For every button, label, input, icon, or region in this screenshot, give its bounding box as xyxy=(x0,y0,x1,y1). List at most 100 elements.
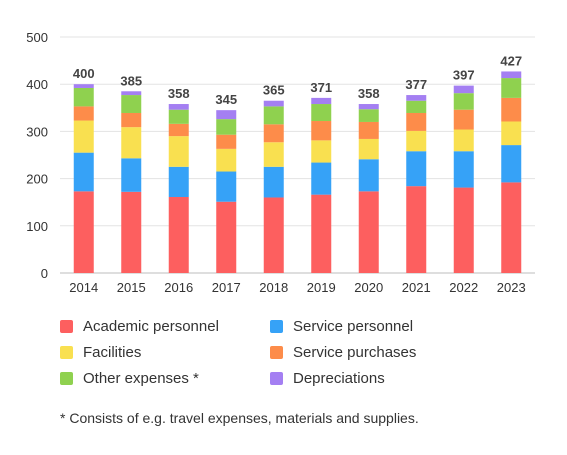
bar-segment xyxy=(358,191,379,273)
bar-segment xyxy=(406,130,427,152)
bars xyxy=(73,71,522,273)
bar-segment xyxy=(453,187,474,273)
legend-swatch xyxy=(270,346,283,359)
bar-segment xyxy=(358,109,379,122)
bar-segment xyxy=(168,109,189,124)
y-tick-label: 500 xyxy=(26,30,48,45)
bar-segment xyxy=(406,151,427,187)
bar-segment xyxy=(501,78,522,98)
total-label: 400 xyxy=(73,66,95,81)
y-tick-label: 100 xyxy=(26,219,48,234)
bar-segment xyxy=(168,197,189,273)
bar-segment xyxy=(216,171,237,202)
bar-segment xyxy=(216,148,237,172)
bar-segment xyxy=(453,109,474,130)
total-label: 371 xyxy=(310,80,332,95)
bar-segment xyxy=(406,100,427,113)
bar-segment xyxy=(358,104,379,110)
legend-label: Depreciations xyxy=(293,370,385,387)
bar-segment xyxy=(453,151,474,188)
bar-segment xyxy=(168,136,189,167)
stacked-bar-chart: 0 100 200 300 400 500 400 385 358 345 365 371 358 37… xyxy=(26,30,535,295)
bar-segment xyxy=(121,112,142,128)
bar-segment xyxy=(73,191,94,273)
x-axis-tick-labels: 2014 2015 2016 2017 2018 2019 2020 2021 2022 2023 xyxy=(69,280,525,295)
legend-label: Academic personnel xyxy=(83,318,219,335)
total-label: 345 xyxy=(215,92,237,107)
x-tick-label: 2017 xyxy=(212,280,241,295)
bar-segment xyxy=(406,95,427,101)
legend-label: Service purchases xyxy=(293,344,417,361)
bar-segment xyxy=(311,104,332,122)
total-label: 427 xyxy=(500,53,522,68)
legend-label: Service personnel xyxy=(293,318,414,335)
legend-swatch xyxy=(270,320,283,333)
bar-segment xyxy=(501,145,522,183)
total-labels: 400 385 358 345 365 371 358 377 397 427 xyxy=(73,53,522,107)
bar-segment xyxy=(358,138,379,160)
total-label: 365 xyxy=(263,83,285,98)
total-label: 358 xyxy=(358,86,380,101)
bar-segment xyxy=(216,201,237,273)
legend-item: Depreciations xyxy=(270,370,385,387)
bar-segment xyxy=(121,91,142,96)
bar-segment xyxy=(311,194,332,273)
bar-segment xyxy=(73,152,94,192)
legend-swatch xyxy=(270,372,283,385)
legend-label: Other expenses * xyxy=(83,370,199,387)
x-tick-label: 2019 xyxy=(307,280,336,295)
x-tick-label: 2022 xyxy=(449,280,478,295)
bar-segment xyxy=(311,162,332,195)
bar-segment xyxy=(216,119,237,135)
y-tick-label: 400 xyxy=(26,77,48,92)
bar-segment xyxy=(73,106,94,121)
bar-segment xyxy=(263,124,284,143)
legend-item: Academic personnel xyxy=(60,318,219,335)
bar-segment xyxy=(406,112,427,131)
total-label: 358 xyxy=(168,86,190,101)
bar-segment xyxy=(358,159,379,192)
bar-segment xyxy=(168,104,189,110)
bar-segment xyxy=(358,121,379,139)
bar-segment xyxy=(263,197,284,273)
x-tick-label: 2015 xyxy=(117,280,146,295)
bar-segment xyxy=(73,120,94,153)
bar-segment xyxy=(263,106,284,125)
bar-segment xyxy=(453,93,474,110)
bar-segment xyxy=(501,121,522,146)
footnote: * Consists of e.g. travel expenses, mate… xyxy=(60,410,419,426)
bar-segment xyxy=(263,100,284,107)
x-tick-label: 2020 xyxy=(354,280,383,295)
y-tick-label: 200 xyxy=(26,172,48,187)
total-label: 397 xyxy=(453,68,475,83)
bar-segment xyxy=(73,87,94,107)
x-tick-label: 2018 xyxy=(259,280,288,295)
legend-swatch xyxy=(60,346,73,359)
bar-segment xyxy=(311,121,332,141)
legend-item: Other expenses * xyxy=(60,370,199,387)
bar-segment xyxy=(501,71,522,79)
bar-segment xyxy=(121,191,142,273)
bar-segment xyxy=(501,182,522,273)
x-tick-label: 2021 xyxy=(402,280,431,295)
bar-segment xyxy=(168,166,189,198)
bar-segment xyxy=(73,84,94,88)
bar-segment xyxy=(263,142,284,167)
legend-swatch xyxy=(60,320,73,333)
x-tick-label: 2014 xyxy=(69,280,98,295)
bar-segment xyxy=(121,158,142,192)
bar-segment xyxy=(311,140,332,163)
legend-label: Facilities xyxy=(83,344,142,361)
y-axis-tick-labels: 0 100 200 300 400 500 xyxy=(26,30,48,281)
total-label: 377 xyxy=(405,77,427,92)
bar-segment xyxy=(216,110,237,120)
bar-segment xyxy=(121,95,142,113)
legend-item: Facilities xyxy=(60,344,141,361)
bar-segment xyxy=(501,97,522,122)
bar-segment xyxy=(311,97,332,105)
x-tick-label: 2023 xyxy=(497,280,526,295)
legend-item: Service purchases xyxy=(270,344,416,361)
bar-segment xyxy=(453,85,474,94)
legend-swatch xyxy=(60,372,73,385)
